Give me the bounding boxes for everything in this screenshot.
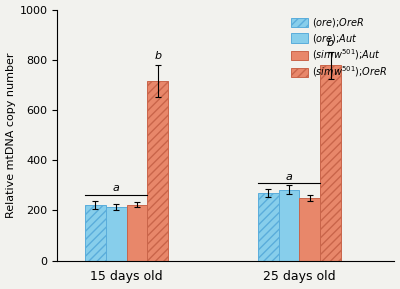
Bar: [126, 205, 147, 261]
Bar: [299, 199, 320, 261]
Y-axis label: Relative mtDNA copy number: Relative mtDNA copy number: [6, 52, 16, 218]
Bar: [320, 65, 341, 261]
Bar: [147, 81, 168, 261]
Bar: [279, 190, 299, 261]
Bar: [258, 193, 279, 261]
Bar: [106, 207, 126, 261]
Text: b: b: [154, 51, 161, 61]
Text: a: a: [286, 172, 292, 182]
Text: b: b: [327, 38, 334, 49]
Legend: $(ore)$;$OreR$, $(ore)$;$Aut$, $(simw^{501})$;$Aut$, $(simw^{501})$;$OreR$: $(ore)$;$OreR$, $(ore)$;$Aut$, $(simw^{5…: [289, 14, 390, 81]
Text: a: a: [113, 184, 120, 193]
Bar: [85, 205, 106, 261]
